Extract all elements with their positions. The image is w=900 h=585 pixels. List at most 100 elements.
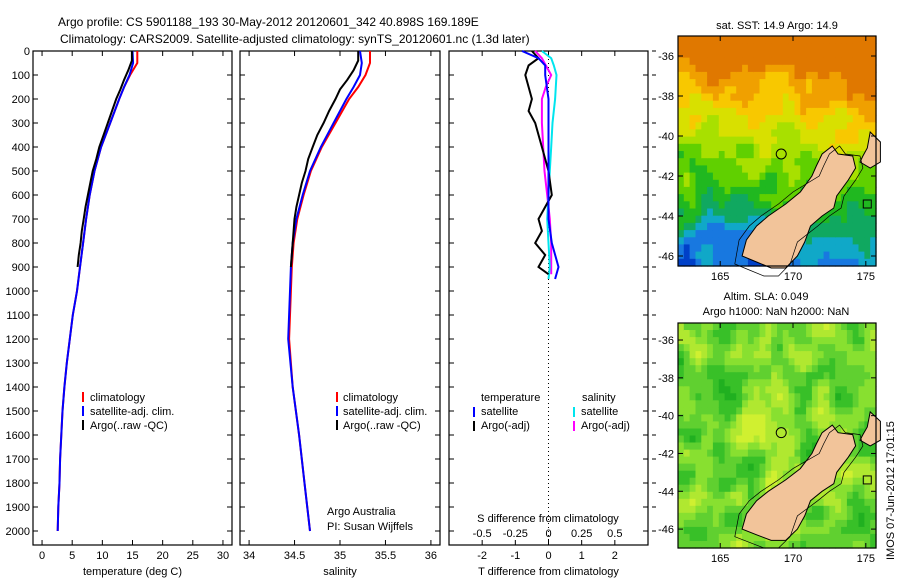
map-cell [800, 165, 807, 174]
map-cell [730, 179, 737, 188]
map-cell [678, 57, 685, 66]
map-cell [771, 201, 778, 210]
map-cell [718, 484, 726, 493]
map-cell [747, 323, 755, 331]
map-cell [800, 86, 807, 95]
map-cell [730, 414, 737, 422]
map-cell [683, 115, 691, 123]
map-cell [794, 179, 801, 188]
map-cell [718, 230, 726, 238]
map-cell [817, 57, 825, 66]
imos-timestamp: IMOS 07-Jun-2012 17:01:15 [885, 421, 897, 560]
lat-tick-label: -42 [658, 171, 674, 183]
map-cell [730, 456, 737, 465]
map-cell [829, 351, 836, 359]
map-cell [730, 400, 737, 408]
x-tick-label: 30 [217, 550, 229, 562]
map-cell [782, 158, 790, 166]
map-cell [870, 215, 877, 224]
map-cell [782, 393, 790, 401]
map-cell [771, 71, 778, 80]
map-cell [730, 151, 737, 159]
map-cell [823, 50, 830, 59]
map-cell [777, 172, 784, 181]
map-cell [724, 337, 731, 345]
map-cell [771, 100, 778, 109]
map-cell [765, 358, 772, 366]
lon-tick-label: 175 [857, 553, 875, 565]
map-cell [747, 435, 755, 444]
map-cell [806, 344, 813, 352]
map-cell [683, 244, 691, 253]
map-cell [701, 115, 708, 123]
map-cell [753, 122, 761, 131]
map-cell [759, 151, 766, 159]
map-cell [678, 477, 685, 486]
map-cell [753, 379, 761, 387]
map-cell [695, 215, 702, 224]
map-cell [870, 386, 877, 394]
map-cell [835, 79, 842, 87]
map-cell [747, 136, 755, 145]
map-cell [730, 172, 737, 181]
map-cell [718, 64, 726, 73]
lon-tick-label: 170 [784, 553, 802, 565]
map-cell [858, 386, 865, 394]
map-cell [753, 136, 761, 145]
x-tick-label: 2 [612, 550, 618, 562]
map-cell [759, 365, 766, 373]
map-cell [695, 407, 702, 415]
lat-tick-label: -46 [658, 524, 674, 536]
map-cell [841, 129, 848, 138]
map-cell [747, 222, 755, 231]
map-cell [771, 107, 778, 116]
map-cell [736, 505, 743, 514]
map-cell [864, 393, 871, 401]
map-cell [736, 372, 743, 380]
map-cell [678, 100, 685, 109]
map-cell [724, 344, 731, 352]
map-cell [846, 201, 854, 210]
map-cell [835, 344, 842, 352]
map-cell [870, 165, 877, 174]
map-cell [852, 344, 860, 352]
map-cell [736, 93, 743, 102]
map-cell [841, 337, 848, 345]
map-cell [788, 428, 795, 437]
map-cell [835, 358, 842, 366]
map-cell [718, 477, 726, 486]
map-cell [759, 442, 766, 451]
map-cell [846, 251, 854, 260]
map-cell [782, 115, 790, 123]
map-cell [835, 201, 842, 210]
map-cell [852, 222, 860, 231]
map-cell [707, 491, 714, 500]
map-cell [695, 386, 702, 394]
map-cell [841, 386, 848, 394]
map-cell [800, 449, 807, 458]
map-cell [759, 129, 766, 138]
map-cell [788, 533, 795, 542]
map-cell [782, 344, 790, 352]
map-cell [730, 222, 737, 231]
map-cell [736, 237, 743, 246]
legend-swatch-satellite [336, 406, 338, 416]
map-cell [806, 158, 813, 166]
map-cell [701, 172, 708, 181]
map-cell [742, 258, 749, 267]
map-cell [683, 435, 691, 444]
map-cell [765, 330, 772, 338]
map-cell [835, 122, 842, 131]
map-cell [742, 491, 749, 500]
map-cell [683, 407, 691, 415]
map-cell [736, 57, 743, 66]
map-cell [864, 449, 871, 458]
map-cell [806, 115, 813, 123]
map-cell [817, 414, 825, 422]
map-cell [870, 358, 877, 366]
map-cell [678, 165, 685, 174]
map-cell [730, 244, 737, 253]
map-cell [841, 107, 848, 116]
map-cell [765, 165, 772, 174]
map-cell [678, 323, 685, 331]
